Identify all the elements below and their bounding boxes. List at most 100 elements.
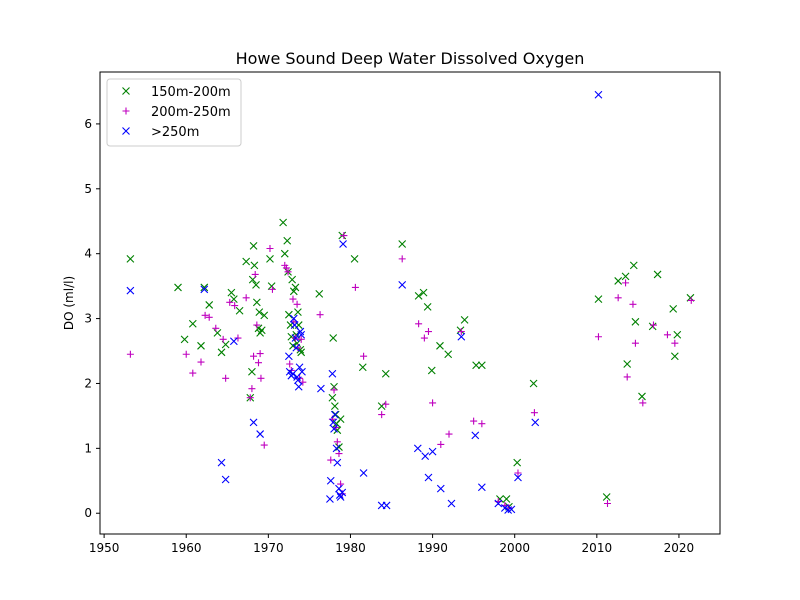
data-point <box>477 483 486 492</box>
data-point <box>279 218 288 227</box>
data-point <box>284 310 293 319</box>
data-point <box>669 304 678 313</box>
data-point <box>424 473 433 482</box>
data-point <box>242 257 251 266</box>
data-point <box>248 367 256 376</box>
data-point <box>413 444 422 453</box>
data-point <box>687 296 695 304</box>
data-point <box>327 456 335 464</box>
data-point <box>126 254 135 263</box>
data-point <box>297 335 305 343</box>
chart-title: Howe Sound Deep Water Dissolved Oxygen <box>236 49 585 68</box>
data-point <box>638 392 646 401</box>
data-point <box>381 369 390 378</box>
data-point <box>217 458 226 467</box>
data-point <box>315 290 324 298</box>
data-point <box>174 283 182 292</box>
data-point <box>221 475 230 484</box>
x-tick-label: 2010 <box>582 541 613 555</box>
data-point <box>242 294 250 302</box>
data-point <box>514 469 522 477</box>
data-point <box>428 447 437 456</box>
data-point <box>189 369 197 377</box>
y-tick-label: 5 <box>84 182 92 196</box>
data-point <box>333 438 341 446</box>
data-point <box>249 418 258 427</box>
data-point <box>180 335 189 344</box>
data-point <box>330 410 339 419</box>
data-point <box>350 254 359 263</box>
data-point <box>460 315 469 324</box>
data-point <box>294 382 303 391</box>
plot-frame <box>99 71 721 535</box>
data-point <box>288 275 297 284</box>
data-point <box>494 499 503 508</box>
data-point <box>382 400 390 408</box>
data-point <box>250 261 259 270</box>
data-point <box>126 286 135 295</box>
y-tick-label: 0 <box>84 506 92 520</box>
legend-item: 200m-250m <box>122 105 231 120</box>
data-point <box>330 386 338 394</box>
x-tick-label: 1980 <box>335 541 366 555</box>
data-point <box>249 242 258 250</box>
data-point <box>226 298 234 306</box>
data-point <box>437 440 445 448</box>
data-point <box>382 501 391 510</box>
data-point <box>289 314 298 323</box>
data-point <box>282 264 290 272</box>
data-point <box>205 301 214 309</box>
data-point <box>201 311 209 319</box>
data-point <box>398 240 407 248</box>
data-point <box>291 334 300 342</box>
data-point <box>332 444 341 453</box>
data-point <box>197 358 205 366</box>
data-point <box>328 393 337 402</box>
y-tick-label: 1 <box>84 441 92 455</box>
data-point <box>217 348 226 357</box>
data-point <box>268 285 276 293</box>
data-point <box>286 360 294 368</box>
data-point <box>478 420 486 428</box>
data-point <box>317 384 325 393</box>
data-point <box>294 308 302 316</box>
data-point <box>663 331 671 339</box>
data-point <box>470 417 478 425</box>
y-axis-label: DO (ml/l) <box>62 276 76 330</box>
data-point <box>671 339 679 347</box>
data-point <box>252 280 260 289</box>
data-point <box>284 352 293 361</box>
legend-marker <box>122 87 130 95</box>
data-point <box>649 321 657 329</box>
data-point <box>603 500 611 508</box>
data-point <box>629 300 637 308</box>
data-point <box>502 495 511 503</box>
data-point <box>266 244 274 252</box>
data-point <box>477 361 486 370</box>
legend-box <box>106 78 242 147</box>
data-point <box>252 298 261 307</box>
data-point <box>639 399 647 407</box>
data-point <box>326 476 335 485</box>
data-point <box>336 415 345 424</box>
data-point <box>260 311 269 320</box>
data-point <box>329 418 338 427</box>
data-point <box>648 322 657 331</box>
data-point <box>614 277 623 285</box>
legend-item: >250m <box>122 125 199 140</box>
data-point <box>335 443 343 451</box>
data-point <box>333 458 342 467</box>
data-point <box>507 505 516 514</box>
data-point <box>398 280 407 289</box>
data-point <box>629 261 638 270</box>
data-point <box>457 332 466 341</box>
data-point <box>594 295 603 303</box>
data-point <box>212 324 220 332</box>
data-point <box>255 308 264 316</box>
data-point <box>182 350 190 358</box>
data-point <box>529 379 538 388</box>
data-point <box>653 270 662 279</box>
data-point <box>257 326 266 335</box>
y-tick-label: 4 <box>84 247 92 261</box>
